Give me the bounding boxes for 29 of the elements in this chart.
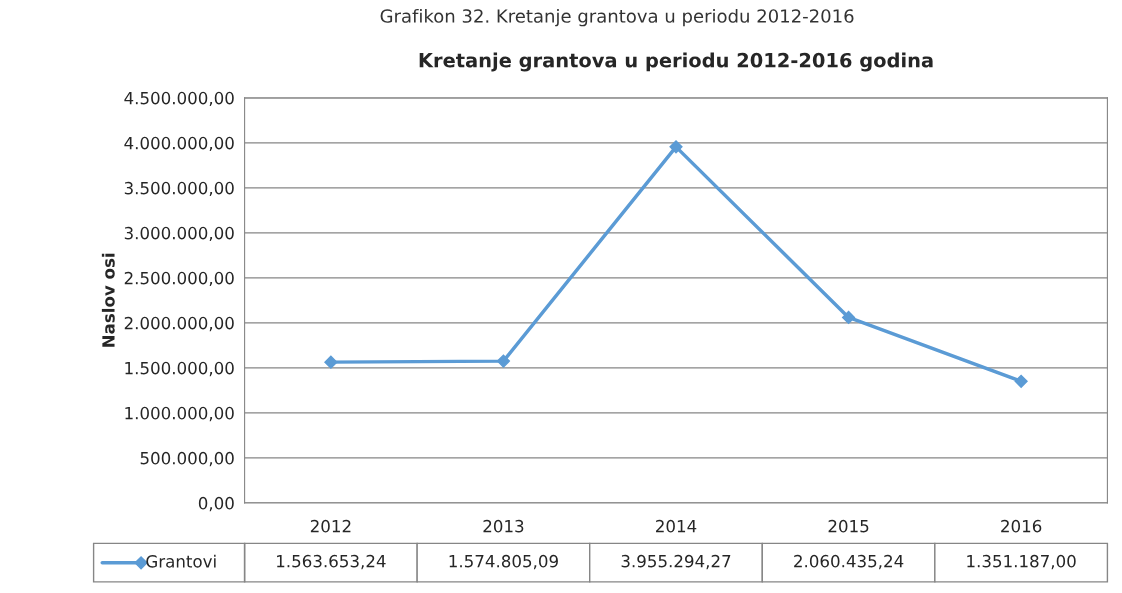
data-label: 1.351.187,00 bbox=[967, 554, 1076, 570]
x-tick-label: 2016 bbox=[1001, 519, 1042, 533]
data-label: 1.563.653,24 bbox=[277, 554, 386, 570]
y-tick-label: 2.500.000,00 bbox=[124, 271, 234, 287]
x-tick-label: 2014 bbox=[656, 519, 697, 533]
point bbox=[1014, 374, 1028, 388]
point bbox=[324, 355, 338, 369]
point bbox=[669, 140, 683, 154]
y-tick-label: 500.000,00 bbox=[140, 451, 234, 467]
y-tick-label: 1.000.000,00 bbox=[125, 406, 234, 422]
data-label: 3.955.294,27 bbox=[621, 554, 731, 570]
chart-title: Kretanje grantova u periodu 2012-2016 godina bbox=[419, 52, 933, 72]
text: Grafikon 32. Kretanje grantova u periodu 2012-2016 bbox=[380, 8, 854, 27]
y-axis-title: Naslov osi bbox=[101, 253, 115, 347]
point bbox=[841, 310, 856, 325]
data-label: 1.574.805,09 bbox=[449, 554, 558, 570]
point bbox=[496, 354, 511, 368]
y-tick-label: 4.500.000,00 bbox=[124, 91, 234, 107]
x-tick-label: 2013 bbox=[483, 519, 524, 533]
y-tick-label: 3.000.000,00 bbox=[124, 226, 234, 242]
y-tick-label: 2.000.000,00 bbox=[124, 316, 234, 332]
data-label: 2.060.435,24 bbox=[794, 554, 904, 570]
x-tick-label: 2012 bbox=[310, 519, 351, 533]
y-tick-label: 1.500.000,00 bbox=[125, 361, 234, 377]
x-tick-label: 2015 bbox=[828, 519, 869, 533]
legend-label: Grantovi bbox=[146, 554, 216, 568]
y-tick-label: 3.500.000,00 bbox=[124, 181, 234, 197]
y-tick-label: 0,00 bbox=[198, 496, 234, 512]
y-tick-label: 4.000.000,00 bbox=[124, 136, 234, 152]
